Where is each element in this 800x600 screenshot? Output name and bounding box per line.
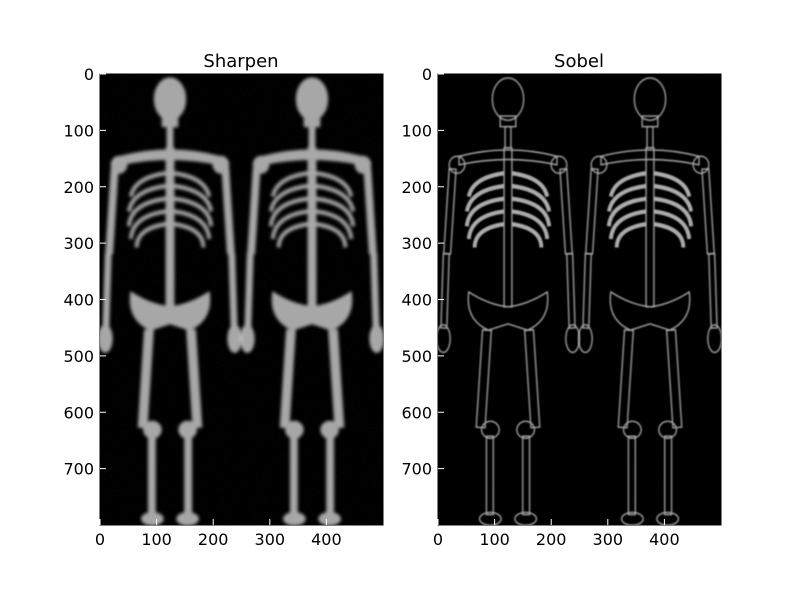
x-axis-ticks: 0 100 200 300 400 <box>433 519 680 549</box>
panel-title: Sharpen <box>203 51 278 72</box>
panel-sharpen: Sharpen 0 100 200 300 400 0 100 200 300 400 500 60… <box>63 51 384 549</box>
x-axis-ticks: 0 100 200 300 400 <box>95 519 342 549</box>
x-tick-label: 400 <box>649 530 680 549</box>
x-tick-label: 200 <box>536 530 567 549</box>
x-tick-label: 300 <box>255 530 286 549</box>
x-tick-label: 100 <box>479 530 510 549</box>
panel-sobel: Sobel 0 100 200 300 400 0 100 200 300 400 500 600 7… <box>401 51 722 549</box>
y-tick-label: 600 <box>401 403 432 422</box>
y-tick-label: 300 <box>63 234 94 253</box>
skeleton-image <box>438 74 721 525</box>
y-tick-label: 100 <box>63 121 94 140</box>
y-tick-label: 500 <box>63 347 94 366</box>
y-tick-label: 300 <box>401 234 432 253</box>
y-tick-label: 0 <box>422 65 432 84</box>
y-tick-label: 400 <box>63 291 94 310</box>
y-axis-ticks: 0 100 200 300 400 500 600 700 <box>63 65 106 479</box>
x-tick-label: 300 <box>593 530 624 549</box>
y-tick-label: 600 <box>63 403 94 422</box>
y-tick-label: 0 <box>84 65 94 84</box>
x-tick-label: 400 <box>311 530 342 549</box>
x-tick-label: 0 <box>433 530 443 549</box>
panel-title: Sobel <box>554 51 604 72</box>
x-tick-label: 0 <box>95 530 105 549</box>
y-tick-label: 200 <box>401 178 432 197</box>
y-tick-label: 700 <box>63 460 94 479</box>
y-tick-label: 400 <box>401 291 432 310</box>
skeleton-image <box>100 74 383 525</box>
y-axis-ticks: 0 100 200 300 400 500 600 700 <box>401 65 444 479</box>
x-tick-label: 200 <box>198 530 229 549</box>
x-tick-label: 100 <box>141 530 172 549</box>
y-tick-label: 700 <box>401 460 432 479</box>
y-tick-label: 100 <box>401 121 432 140</box>
y-tick-label: 200 <box>63 178 94 197</box>
y-tick-label: 500 <box>401 347 432 366</box>
